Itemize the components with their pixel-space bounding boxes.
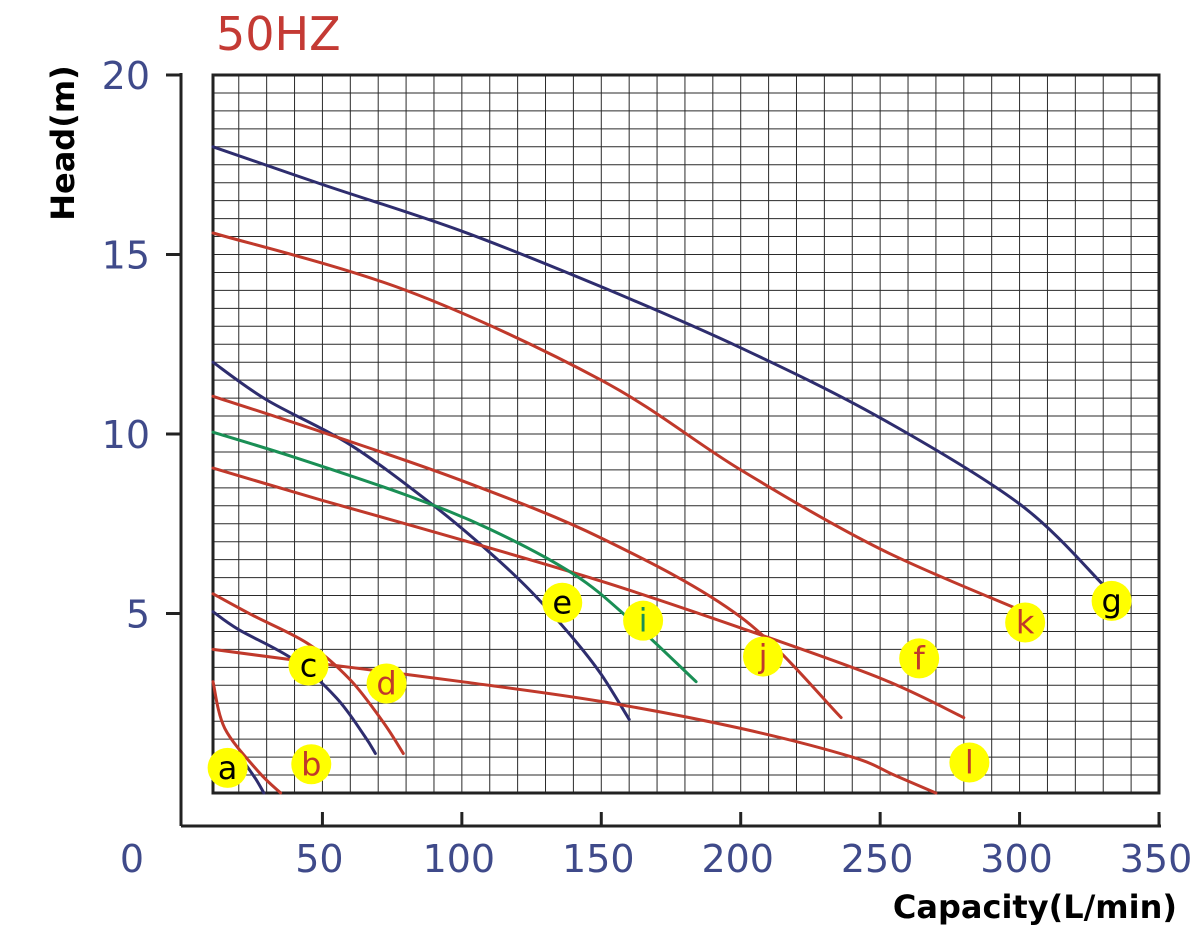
curve-label-j: j bbox=[743, 636, 784, 677]
curve-label-badge bbox=[743, 636, 784, 677]
curve-label-e: e bbox=[542, 582, 583, 623]
curve-label-text: i bbox=[639, 602, 648, 640]
curve-label-a: a bbox=[207, 747, 248, 788]
curve-label-text: c bbox=[300, 647, 318, 685]
curve-label-text: g bbox=[1101, 582, 1121, 620]
plot-frame bbox=[211, 73, 1161, 795]
x-tick-label: 300 bbox=[980, 837, 1053, 881]
curve-label-badge bbox=[1005, 602, 1046, 643]
curve-label-text: f bbox=[914, 639, 926, 677]
curve-label-b: b bbox=[291, 744, 332, 785]
curve-label-badge bbox=[542, 582, 583, 623]
x-axis-title: Capacity(L/min) bbox=[893, 888, 1177, 926]
curve-label-f: f bbox=[899, 638, 940, 679]
curve-label-text: a bbox=[218, 749, 238, 787]
curve-label-badge bbox=[949, 742, 990, 783]
x-tick-label: 350 bbox=[1120, 837, 1193, 881]
curve-label-badge bbox=[899, 638, 940, 679]
y-axis-title: Head(m) bbox=[44, 65, 82, 221]
y-tick-label: 5 bbox=[126, 593, 150, 637]
curve-label-text: d bbox=[376, 665, 396, 703]
curve-label-text: b bbox=[301, 745, 321, 783]
series-line-g bbox=[211, 145, 1105, 587]
curve-label-badge bbox=[291, 744, 332, 785]
x-tick-label: 100 bbox=[423, 837, 496, 881]
curve-label-g: g bbox=[1091, 580, 1132, 621]
curve-label-text: e bbox=[552, 584, 572, 622]
curve-label-badge bbox=[288, 645, 329, 686]
curve-label-badge bbox=[1091, 580, 1132, 621]
y-tick-label: 20 bbox=[102, 54, 150, 98]
series-line-d bbox=[211, 592, 405, 755]
curve-label-l: l bbox=[949, 742, 990, 783]
curve-label-d: d bbox=[366, 663, 407, 704]
curves bbox=[211, 145, 1105, 795]
x-tick-label: 0 bbox=[120, 837, 144, 881]
curve-label-c: c bbox=[288, 645, 329, 686]
curve-label-badge bbox=[623, 600, 664, 641]
series-line-j bbox=[211, 394, 843, 720]
y-tick-label: 10 bbox=[102, 413, 150, 457]
series-line-a bbox=[211, 680, 283, 795]
curve-label-text: l bbox=[965, 743, 974, 781]
series-line-f bbox=[211, 466, 966, 720]
curve-label-i: i bbox=[623, 600, 664, 641]
series-line-l bbox=[211, 647, 938, 795]
curve-label-text: k bbox=[1016, 603, 1035, 641]
curve-labels: a b c d e i j f k g l bbox=[207, 580, 1132, 788]
y-tick-label: 15 bbox=[102, 234, 150, 278]
x-tick-label: 200 bbox=[701, 837, 774, 881]
x-tick-label: 250 bbox=[841, 837, 914, 881]
x-tick-label: 50 bbox=[295, 837, 343, 881]
curve-label-badge bbox=[366, 663, 407, 704]
curve-label-badge bbox=[207, 747, 248, 788]
frequency-label: 50HZ bbox=[216, 7, 341, 61]
x-tick-label: 150 bbox=[562, 837, 635, 881]
series-line-k bbox=[211, 231, 1022, 612]
curve-label-text: j bbox=[758, 638, 768, 676]
curve-label-k: k bbox=[1005, 602, 1046, 643]
series-line-e bbox=[211, 360, 631, 721]
